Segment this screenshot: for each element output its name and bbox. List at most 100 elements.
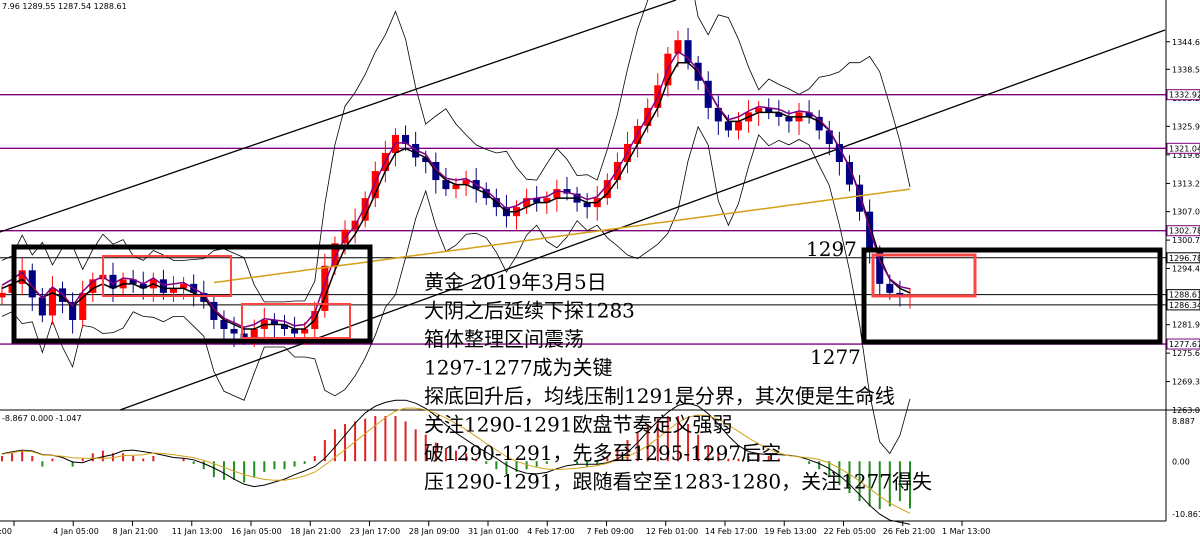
candle-body-9 (89, 279, 97, 293)
price-tick-10: 1281.95 (1172, 321, 1200, 330)
price-tick-5: 1313.25 (1172, 179, 1200, 188)
ma-slow (213, 188, 911, 284)
level-high-label: 1297 (806, 237, 857, 261)
level-low-label: 1277 (810, 345, 861, 369)
price-tick-4: 1319.60 (1172, 151, 1200, 160)
time-tick-14: 22 Feb 05:00 (824, 527, 876, 536)
candle-body-13 (129, 279, 137, 284)
price-tick-0: 1344.65 (1172, 38, 1200, 47)
indicator-line-gold (1, 407, 911, 514)
horizontal-levels (0, 93, 1166, 345)
level-label-3: 1296.78 (1169, 254, 1200, 263)
note-line-4: 探底回升后，均线压制1291是分界，其次便是生命线 (424, 384, 895, 408)
channel-lower-line (119, 29, 1166, 411)
time-tick-8: 31 Jan 01:00 (468, 527, 519, 536)
note-line-3: 1297-1277成为关键 (424, 356, 613, 380)
candle-body-53 (533, 198, 541, 203)
level-label-box-0 (1166, 89, 1200, 101)
candle-body-7 (69, 301, 77, 320)
time-tick-4: 16 Jan 05:00 (231, 527, 282, 536)
candle-body-18 (180, 283, 188, 289)
price-tick-8: 1294.40 (1172, 265, 1200, 274)
box-right (861, 247, 1163, 345)
time-tick-0: 3:00 (0, 527, 12, 536)
candle-body-23 (230, 328, 238, 334)
candle-body-84 (845, 162, 853, 185)
indicator-tick-1: 0.00 (1172, 457, 1190, 466)
ma-fast (1, 61, 911, 330)
time-tick-12: 14 Feb 17:00 (705, 527, 757, 536)
time-tick-13: 19 Feb 13:00 (764, 527, 816, 536)
time-tick-1: 4 Jan 05:00 (53, 527, 99, 536)
candle-body-8 (79, 292, 87, 320)
moving-averages (1, 50, 911, 330)
price-tick-3: 1325.90 (1172, 122, 1200, 131)
level-label-6: 1277.67 (1169, 340, 1200, 349)
channel-upper-line (0, 0, 677, 233)
candle-body-56 (563, 189, 571, 194)
time-tick-6: 23 Jan 17:00 (350, 527, 401, 536)
candle-body-40 (402, 134, 410, 144)
price-tick-6: 1307.00 (1172, 208, 1200, 217)
price-tick-7: 1300.70 (1172, 236, 1200, 245)
time-tick-7: 28 Jan 09:00 (409, 527, 460, 536)
candle-body-25 (250, 328, 258, 339)
candle-body-60 (603, 180, 611, 199)
candle-body-2 (18, 270, 26, 284)
price-tick-11: 1275.65 (1172, 349, 1200, 358)
time-tick-9: 4 Feb 17:00 (527, 527, 574, 536)
note-line-1: 大阴之后延续下探1283 (424, 299, 635, 323)
candle-body-70 (704, 80, 712, 108)
indicator-lines (1, 399, 911, 525)
note-line-6: 破1290-1291，先多至1295-1297后空 (424, 441, 781, 465)
time-tick-5: 18 Jan 21:00 (290, 527, 341, 536)
candle-body-11 (109, 274, 117, 289)
level-label-box-2 (1166, 225, 1200, 237)
band-upper (1, 0, 911, 303)
level-label-box-6 (1166, 338, 1200, 350)
indicator-tick-0: 8.887 (1172, 417, 1195, 426)
level-label-2: 1302.78 (1169, 227, 1200, 236)
candle-body-14 (139, 283, 147, 289)
candle-body-85 (856, 184, 864, 212)
time-tick-15: 26 Feb 21:00 (883, 527, 935, 536)
candle-body-78 (785, 116, 793, 122)
level-label-4: 1288.61 (1169, 291, 1200, 300)
level-label-5: 1286.34 (1169, 301, 1200, 310)
candle-body-22 (220, 319, 228, 329)
candle-body-37 (371, 171, 379, 199)
candle-body-36 (361, 198, 369, 221)
box-left (11, 244, 373, 344)
candle-body-72 (724, 121, 732, 131)
candle-body-71 (714, 107, 722, 122)
candle-body-41 (412, 143, 420, 158)
candle-body-76 (765, 107, 773, 113)
candle-body-32 (321, 265, 329, 311)
time-tick-11: 12 Feb 01:00 (646, 527, 698, 536)
candle-body-24 (240, 333, 248, 339)
candle-body-44 (442, 180, 450, 190)
price-tick-12: 1269.35 (1172, 378, 1200, 387)
candle-body-88 (886, 283, 894, 293)
candle-body-34 (341, 229, 349, 244)
candle-body-27 (270, 319, 278, 325)
range-boxes (11, 244, 1163, 345)
candle-body-33 (331, 243, 339, 266)
candle-body-17 (169, 288, 178, 293)
ma-purple (1, 50, 911, 328)
candle-body-5 (48, 288, 56, 316)
band-lower (1, 125, 911, 455)
candle-body-28 (280, 324, 289, 329)
candle-body-55 (553, 189, 561, 199)
candle-body-30 (301, 328, 309, 334)
candle-body-68 (684, 40, 692, 63)
candle-body-16 (159, 279, 167, 293)
note-line-2: 箱体整理区间震荡 (424, 327, 584, 351)
candle-body-4 (38, 297, 46, 316)
time-ticks: 3:00 4 Jan 05:00 8 Jan 21:00 11 Jan 13:00 16… (0, 521, 990, 536)
candle-body-82 (825, 130, 833, 144)
quote-header: 7.96 1289.55 1287.54 1288.61 (2, 2, 127, 11)
candle-body-42 (422, 157, 430, 163)
candle-body-54 (543, 198, 551, 203)
